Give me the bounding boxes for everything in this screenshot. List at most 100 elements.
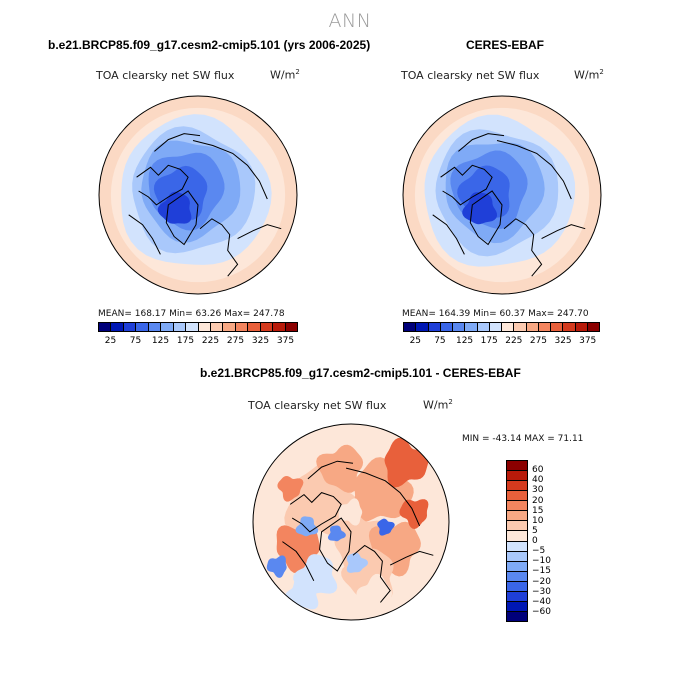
panel2-colorbar xyxy=(403,322,600,332)
colorbar-swatch xyxy=(507,591,527,602)
field-fill xyxy=(403,96,601,294)
anomaly-patch xyxy=(295,516,319,537)
colorbar-swatch xyxy=(260,323,274,331)
colorbar-swatch xyxy=(111,323,124,331)
colorbar-swatch xyxy=(248,323,261,331)
panel3-stats: MIN = -43.14 MAX = 71.11 xyxy=(462,434,584,444)
colorbar-tick-label: −10 xyxy=(532,556,551,567)
colorbar-swatch xyxy=(507,461,527,472)
colorbar-tick-label: 15 xyxy=(532,505,544,516)
colorbar-swatch xyxy=(502,323,515,331)
panel3-title: b.e21.BRCP85.f09_g17.cesm2-cmip5.101 - C… xyxy=(200,366,521,380)
colorbar-swatch xyxy=(507,571,527,582)
colorbar-swatch xyxy=(507,481,527,492)
colorbar-swatch xyxy=(404,323,417,331)
colorbar-swatch xyxy=(538,323,551,331)
colorbar-tick-label: 5 xyxy=(532,525,538,536)
coastline-segment xyxy=(199,218,239,277)
coastline-segment xyxy=(458,133,505,152)
colorbar-tick-label: 40 xyxy=(532,475,544,486)
coastline-segment xyxy=(345,467,421,527)
colorbar-tick-label: −40 xyxy=(532,596,551,607)
panel2-units: W/m2 xyxy=(574,68,604,82)
colorbar-swatch xyxy=(507,511,527,522)
anomaly-patch xyxy=(266,555,287,578)
panel2-units-base: W/m xyxy=(574,68,600,82)
colorbar-tick-label: 75 xyxy=(129,336,142,346)
coastline-segment xyxy=(289,492,342,533)
colorbar-tick-label: −15 xyxy=(532,566,551,577)
colorbar-swatch xyxy=(551,323,564,331)
colorbar-swatch xyxy=(235,323,249,331)
anomaly-patch xyxy=(276,525,320,574)
colorbar-tick-label: 175 xyxy=(480,336,498,346)
colorbar-swatch xyxy=(489,323,502,331)
colorbar-swatch xyxy=(465,323,478,331)
coastline-segment xyxy=(503,218,543,277)
colorbar-swatch xyxy=(563,323,576,331)
colorbar-swatch xyxy=(285,323,297,331)
colorbar-swatch xyxy=(416,323,429,331)
colorbar-tick-label: 375 xyxy=(276,336,295,346)
panel2-stats: MEAN= 164.39 Min= 60.37 Max= 247.70 xyxy=(402,309,589,319)
coastline-segment xyxy=(128,214,161,255)
colorbar-tick-label: 275 xyxy=(226,336,245,346)
colorbar-swatch xyxy=(507,561,527,572)
panel2-units-exp: 2 xyxy=(599,68,604,76)
colorbar-swatch xyxy=(507,541,527,552)
coastline-segment xyxy=(352,544,391,603)
coastline-segment xyxy=(432,214,465,255)
colorbar-tick-label: 275 xyxy=(529,336,548,346)
colorbar-tick-label: 325 xyxy=(251,336,270,346)
anomaly-patch xyxy=(316,444,364,493)
colorbar-swatch xyxy=(223,323,236,331)
coastline-segment xyxy=(282,541,315,582)
colorbar-tick-label: 225 xyxy=(505,336,523,346)
colorbar-swatch xyxy=(507,471,527,482)
coastline-segment xyxy=(389,550,434,566)
figure-title: ANN xyxy=(328,10,372,32)
colorbar-tick-label: 25 xyxy=(409,336,422,346)
coastline-segment xyxy=(165,190,199,246)
colorbar-swatch xyxy=(210,323,224,331)
map-border xyxy=(252,423,450,621)
panel1-polar-map xyxy=(98,95,298,295)
panel1-colorbar xyxy=(98,322,298,332)
greenland-core xyxy=(157,191,192,224)
colorbar-swatch xyxy=(273,323,286,331)
colorbar-swatch xyxy=(507,531,527,542)
panel2-polar-map xyxy=(402,95,602,295)
colorbar-swatch xyxy=(99,323,112,331)
colorbar-swatch xyxy=(123,323,137,331)
colorbar-tick-label: −60 xyxy=(532,606,551,617)
field-fill xyxy=(99,96,297,294)
colorbar-swatch xyxy=(477,323,490,331)
colorbar-swatch xyxy=(136,323,149,331)
panel3-colorbar-ticks: 60 40 30 20 15 10 5 0 −5 −10 −15 −20 −30 −40 −60 xyxy=(532,460,562,622)
colorbar-swatch xyxy=(507,611,527,621)
panel2-colorbar-ticks: 25 75 125 175 225 275 325 375 xyxy=(403,336,600,348)
colorbar-tick-label: −5 xyxy=(532,546,546,557)
coastline-segment xyxy=(192,140,268,200)
coastline-segment xyxy=(307,460,354,480)
coastline-segment xyxy=(541,224,586,240)
colorbar-swatch xyxy=(148,323,162,331)
colorbar-swatch xyxy=(440,323,453,331)
colorbar-tick-label: 30 xyxy=(532,485,544,496)
panel3-units-exp: 2 xyxy=(448,398,453,406)
colorbar-swatch xyxy=(428,323,441,331)
coastline xyxy=(432,133,586,277)
colorbar-tick-label: 10 xyxy=(532,515,544,526)
coastline xyxy=(128,133,282,277)
coastline-segment xyxy=(154,133,201,152)
panel1-stats: MEAN= 168.17 Min= 63.26 Max= 247.78 xyxy=(98,309,285,319)
panel1-units-exp: 2 xyxy=(295,68,300,76)
coastline-segment xyxy=(319,517,352,572)
colorbar-swatch xyxy=(173,323,187,331)
panel3-polar-map xyxy=(252,423,450,621)
colorbar-swatch xyxy=(507,581,527,592)
colorbar-tick-label: 125 xyxy=(151,336,170,346)
field-fill xyxy=(253,424,449,620)
coastline-segment xyxy=(136,164,189,206)
coastline-segment xyxy=(496,140,572,200)
